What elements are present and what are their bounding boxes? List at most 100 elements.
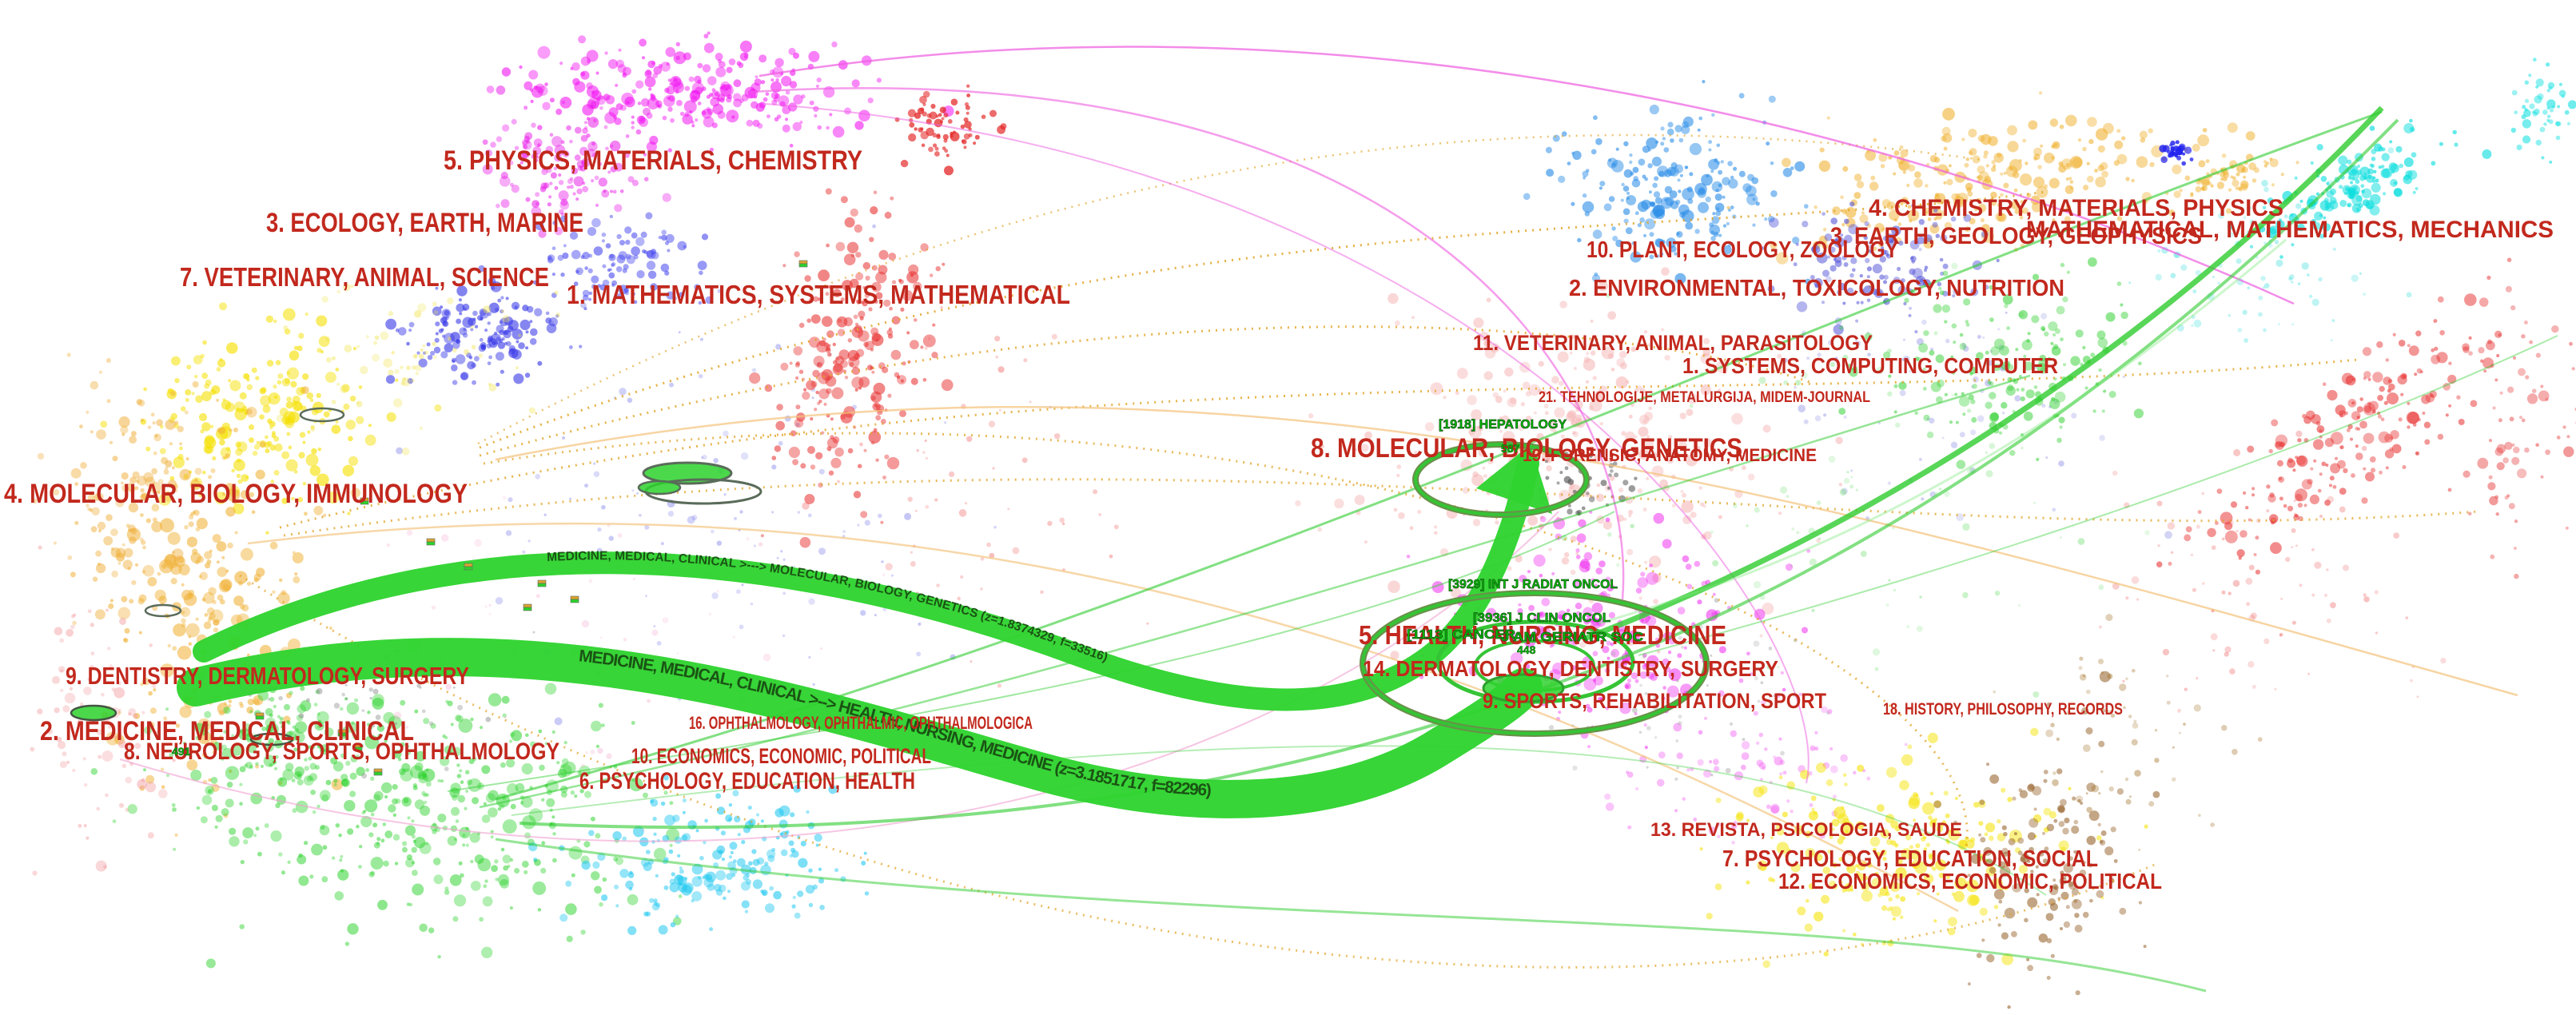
cluster-left-blue-2	[535, 212, 713, 305]
link-curve-16	[495, 838, 2207, 993]
region-label-13-revista-psicologia-saude: 13. REVISTA, PSICOLOGIA, SAUDE	[1650, 819, 1962, 841]
region-label-14-dermatology-dentistry-surgery: 14. DERMATOLOGY, DENTISTRY, SURGERY	[1363, 656, 1778, 681]
cluster-right-blue	[1523, 80, 1811, 285]
cluster-left-blue-1	[385, 265, 587, 387]
tick-mark-1	[426, 538, 436, 546]
flow-band-medicine-to-health-nursing-medicine	[177, 638, 1543, 818]
region-label-5-health-nursing-medicine: 5. HEALTH, NURSING, MEDICINE	[1359, 620, 1726, 650]
tick-mark-8	[373, 768, 383, 776]
link-curve-21	[1598, 238, 2287, 625]
region-label-3-earth-geology-geophysics: 3. EARTH, GEOLOGY, GEOPHYSICS	[1830, 223, 2202, 249]
link-curve-4	[483, 432, 1969, 848]
region-label-10-plant-ecology-zoology: 10. PLANT, ECOLOGY, ZOOLOGY	[1587, 237, 1898, 263]
region-label-1-mathematics-systems-mathematical: 1. MATHEMATICS, SYSTEMS, MATHEMATICAL	[567, 280, 1070, 309]
cluster-right-brown	[1933, 671, 2160, 1009]
link-curve-11	[765, 103, 1810, 784]
region-label-9-dentistry-dermatology-surgery: 9. DENTISTRY, DERMATOLOGY, SURGERY	[66, 662, 469, 690]
cluster-right-magenta-sparse	[1543, 663, 1908, 870]
flow-arrowhead-medicine-to-molecular-biology-genetics	[1476, 444, 1552, 514]
region-label-10-economics-economic-political: 10. ECONOMICS, ECONOMIC, POLITICAL	[631, 744, 931, 768]
journal-label-3929-int-j-radiat-oncol: [3929] INT J RADIAT ONCOL	[1448, 578, 1618, 591]
region-label-1-systems-computing-computer: 1. SYSTEMS, COMPUTING, COMPUTER	[1682, 353, 2058, 378]
small-ellipse-1	[299, 407, 345, 423]
citation-link-curves	[119, 46, 2558, 993]
tick-mark-7	[353, 743, 363, 751]
cluster-right-green-sparse	[1561, 262, 2150, 698]
cluster-left-magenta-top	[486, 31, 954, 153]
link-curve-0	[479, 190, 2047, 449]
small-ellipse-2	[144, 603, 182, 618]
region-label-16-ophthalmology-ophthalmic-ophthalmolog: 16. OPHTHALMOLOGY, OPHTHALMIC, OPHTHALMO…	[689, 713, 1033, 733]
node-count-587: 587	[1501, 442, 1520, 455]
cluster-right-red-edge	[2447, 285, 2576, 579]
cluster-left-magenta-2	[482, 86, 671, 238]
region-label-8-neurology-sports-ophthalmology: 8. NEUROLOGY, SPORTS, OPHTHALMOLOGY	[124, 738, 559, 765]
region-label-18-history-philosophy-records: 18. HISTORY, PHILOSOPHY, RECORDS	[1883, 700, 2123, 718]
small-ellipse-6	[70, 704, 117, 722]
tick-mark-0	[360, 497, 369, 505]
region-label-19-forensic-anatomy-medicine: 19. FORENSIC, ANATOMY, MEDICINE	[1523, 445, 1817, 465]
small-ellipse-3	[642, 461, 733, 485]
link-curve-12	[119, 511, 1559, 842]
small-ellipse-7	[249, 732, 294, 746]
cluster-right-brown-sparse	[1993, 614, 2263, 851]
node-ellipse-marks	[70, 260, 1710, 776]
journal-label-1113-cancer: [1113] CANCER	[1407, 628, 1516, 642]
tick-mark-5	[255, 712, 265, 720]
node-count-448: 448	[1517, 643, 1536, 656]
region-label-2-medicine-medical-clinical: 2. MEDICINE, MEDICAL, CLINICAL	[40, 716, 414, 746]
region-label-21-tehnologije-metalurgija-midem-journal: 21. TEHNOLOGIJE, METALURGIJA, MIDEM-JOUR…	[1539, 389, 1870, 406]
journal-labels: [1918] HEPATOLOGY [3929] INT J RADIAT ONC…	[172, 418, 1644, 758]
cluster-right-blue-blob	[2159, 140, 2194, 166]
region-label-4-molecular-biology-immunology: 4. MOLECULAR, BIOLOGY, IMMUNOLOGY	[4, 479, 468, 509]
region-label-5-physics-materials-chemistry: 5. PHYSICS, MATERIALS, CHEMISTRY	[444, 145, 862, 176]
cluster-left-red	[749, 188, 954, 548]
tick-mark-4	[570, 595, 579, 603]
region-label-7-psychology-education-social: 7. PSYCHOLOGY, EDUCATION, SOCIAL	[1722, 846, 2098, 872]
journal-label-1918-hepatology: [1918] HEPATOLOGY	[1439, 418, 1567, 432]
tick-mark-2	[464, 563, 473, 571]
cluster-left-red-sparse	[802, 301, 1149, 688]
cluster-right-green	[1838, 232, 2144, 469]
link-curve-8	[247, 522, 1959, 913]
region-label-2-environmental-toxicology-nutrition: 2. ENVIRONMENTAL, TOXICOLOGY, NUTRITION	[1569, 276, 2064, 301]
small-ellipse-5	[637, 480, 682, 496]
journal-label-j-am-geriatr-soc: J AM GERIATR SOC	[1501, 631, 1644, 644]
region-label-3-ecology-earth-marine: 3. ECOLOGY, EARTH, MARINE	[266, 208, 583, 238]
region-label-7-veterinary-animal-science: 7. VETERINARY, ANIMAL, SCIENCE	[180, 262, 549, 292]
link-curve-9	[758, 46, 2295, 305]
cluster-left-yellow	[100, 302, 442, 535]
cluster-right-yellow	[1699, 727, 2148, 969]
flow-band-medicine-to-molecular-biology-genetics	[193, 452, 1539, 711]
health-node-blob	[1482, 673, 1565, 703]
cluster-right-gold	[1726, 91, 2255, 289]
cluster-left-cyan	[528, 775, 870, 935]
region-labels: 5. PHYSICS, MATERIALS, CHEMISTRY 3. ECOLO…	[4, 145, 2554, 894]
node-count-491: 491	[172, 745, 191, 758]
tick-mark-3	[537, 579, 547, 587]
region-label-12-economics-economic-political: 12. ECONOMICS, ECONOMIC, POLITICAL	[1778, 869, 2162, 894]
link-curve-19	[1638, 335, 2558, 656]
cluster-right-red-streak	[2156, 257, 2516, 613]
hepatology-ellipse	[1414, 443, 1588, 516]
region-label-8-molecular-biology-genetics: 8. MOLECULAR, BIOLOGY, GENETICS	[1311, 433, 1742, 464]
region-label-4-chemistry-materials-physics: 4. CHEMISTRY, MATERIALS, PHYSICS	[1869, 195, 2283, 221]
cluster-right-cyan-edge	[2510, 58, 2576, 164]
link-curve-14	[479, 374, 2031, 809]
health-ellipse-outer	[1361, 591, 1708, 735]
cluster-right-gray-sparse	[1519, 598, 1830, 782]
region-label-6-psychology-education-health: 6. PSYCHOLOGY, EDUCATION, HEALTH	[579, 768, 915, 794]
link-curve-18	[1581, 105, 2384, 643]
tick-mark-6	[337, 729, 347, 737]
cluster-right-violet	[1761, 201, 2000, 335]
link-curve-10	[751, 87, 1625, 600]
cluster-right-magenta	[1406, 510, 1811, 764]
tick-mark-9	[523, 603, 532, 611]
tick-mark-10	[798, 260, 808, 268]
cluster-right-red-sparse	[2098, 430, 2447, 713]
cluster-left-yellow-sparse	[276, 283, 561, 456]
region-label-mathematical-mathematics-mechanics: MATHEMATICAL, MATHEMATICS, MECHANICS	[2026, 217, 2554, 243]
region-label-11-veterinary-animal-parasitology: 11. VETERINARY, ANIMAL, PARASITOLOGY	[1473, 331, 1873, 355]
